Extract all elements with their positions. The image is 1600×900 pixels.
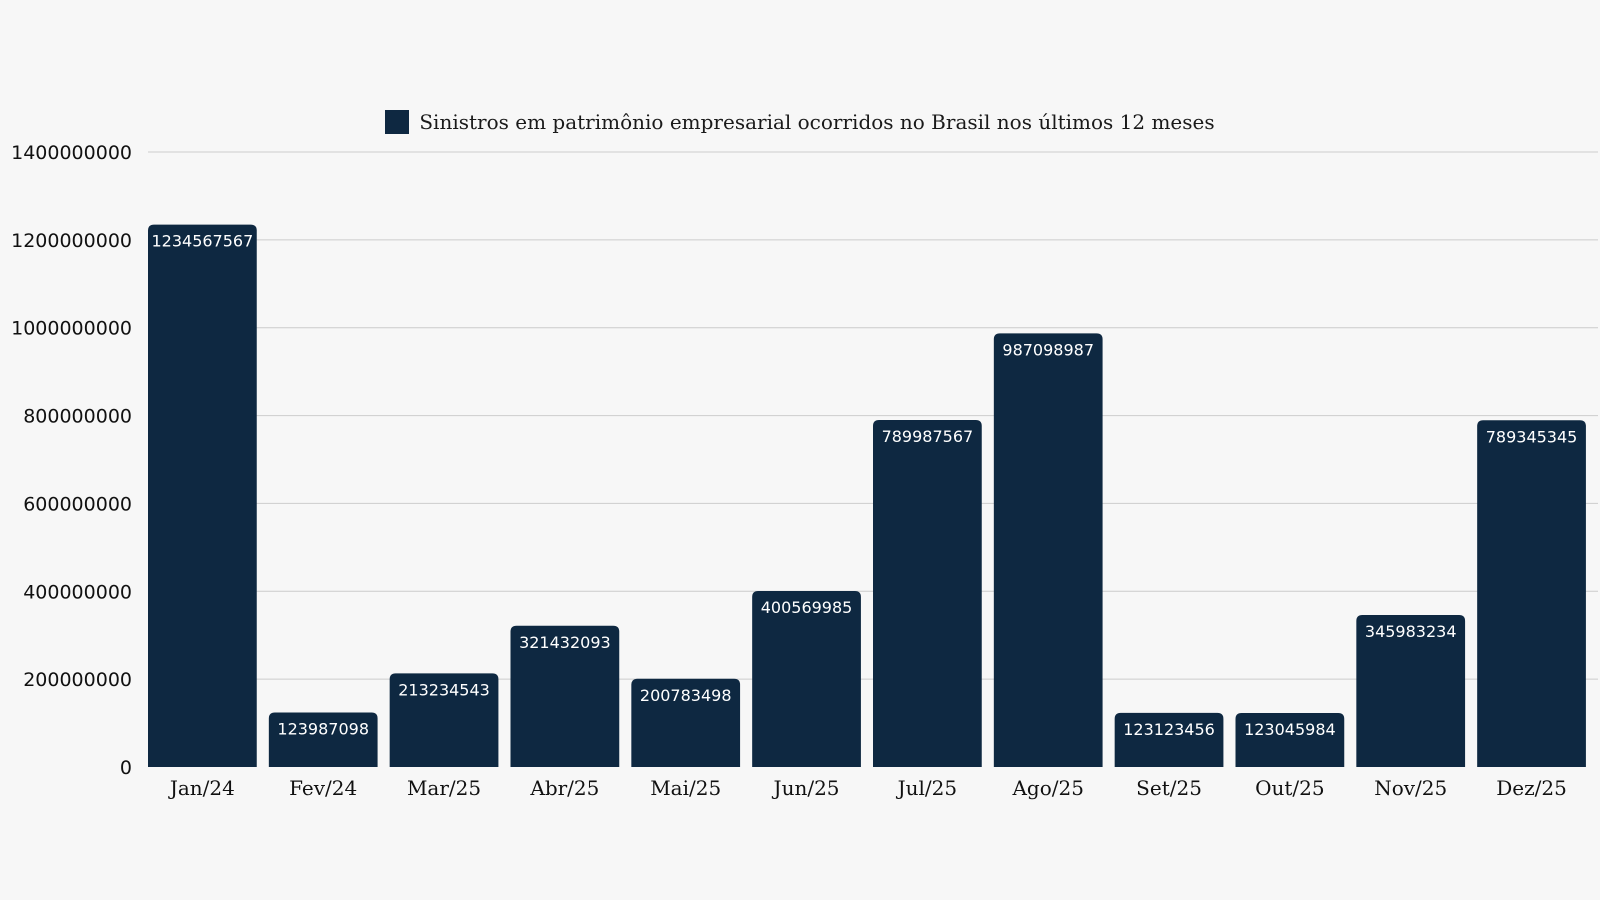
bar-mar-25[interactable] <box>389 673 499 767</box>
legend[interactable]: Sinistros em patrimônio empresarial ocor… <box>0 110 1600 134</box>
bar-fev-24[interactable] <box>268 712 378 767</box>
x-tick-label: Nov/25 <box>1374 776 1447 800</box>
x-axis: Jan/24 Fev/24 Mar/25 Abr/25 Mai/25 Jun/25 Jul/… <box>168 776 1567 800</box>
data-label: 1234567567 <box>151 232 253 251</box>
x-tick-label: Jul/25 <box>896 776 957 800</box>
x-tick-label: Abr/25 <box>529 776 599 800</box>
data-label: 987098987 <box>1002 340 1094 359</box>
data-label: 400569985 <box>761 598 853 617</box>
x-tick-label: Jan/24 <box>168 776 235 800</box>
bar-jan-24[interactable] <box>148 224 257 767</box>
y-tick-label: 200000000 <box>23 669 132 691</box>
x-tick-label: Mar/25 <box>407 776 481 800</box>
data-label: 321432093 <box>519 633 611 652</box>
y-tick-label: 1400000000 <box>11 142 132 164</box>
data-label: 123987098 <box>277 720 369 739</box>
bar-abr-25[interactable] <box>510 625 620 767</box>
bar-ago-25[interactable] <box>993 333 1103 767</box>
x-tick-label: Set/25 <box>1136 776 1202 800</box>
y-tick-label: 400000000 <box>23 581 132 603</box>
bar-jun-25[interactable] <box>752 591 861 767</box>
legend-label: Sinistros em patrimônio empresarial ocor… <box>419 110 1215 134</box>
data-label: 200783498 <box>640 686 732 705</box>
x-tick-label: Jun/25 <box>772 776 840 800</box>
x-tick-label: Dez/25 <box>1496 776 1567 800</box>
x-tick-label: Mai/25 <box>650 776 721 800</box>
bar-out-25[interactable] <box>1235 712 1345 767</box>
y-tick-label: 600000000 <box>23 493 132 515</box>
data-label: 123045984 <box>1244 720 1336 739</box>
y-axis: 0 200000000 400000000 600000000 800000000 100… <box>11 142 132 779</box>
y-tick-label: 1200000000 <box>11 230 132 252</box>
y-tick-label: 0 <box>120 757 132 779</box>
bar-set-25[interactable] <box>1114 712 1224 767</box>
x-tick-label: Out/25 <box>1255 776 1325 800</box>
x-tick-label: Ago/25 <box>1011 776 1083 800</box>
data-label: 123123456 <box>1123 720 1215 739</box>
x-tick-label: Fev/24 <box>289 776 357 800</box>
data-label: 789987567 <box>882 427 974 446</box>
y-tick-label: 1000000000 <box>11 318 132 340</box>
legend-swatch <box>385 110 410 134</box>
data-label: 789345345 <box>1486 427 1578 446</box>
bars: 1234567567 123987098 213234543 321432093 200… <box>148 224 1586 767</box>
y-tick-label: 800000000 <box>23 406 132 428</box>
bar-mai-25[interactable] <box>631 678 741 767</box>
bar-nov-25[interactable] <box>1356 615 1466 767</box>
bar-jul-25[interactable] <box>873 419 982 767</box>
data-label: 213234543 <box>398 680 490 699</box>
data-label: 345983234 <box>1365 622 1457 641</box>
bar-dez-25[interactable] <box>1477 420 1586 767</box>
